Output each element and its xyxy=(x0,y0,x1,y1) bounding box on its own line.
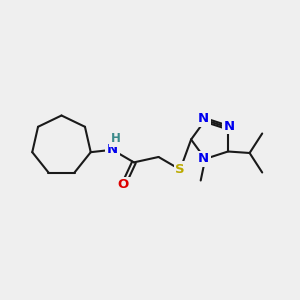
Text: H: H xyxy=(111,132,121,145)
Text: N: N xyxy=(198,112,209,125)
Text: N: N xyxy=(107,143,118,156)
Text: N: N xyxy=(224,119,235,133)
Text: N: N xyxy=(198,152,209,165)
Text: O: O xyxy=(118,178,129,191)
Text: S: S xyxy=(175,163,185,176)
